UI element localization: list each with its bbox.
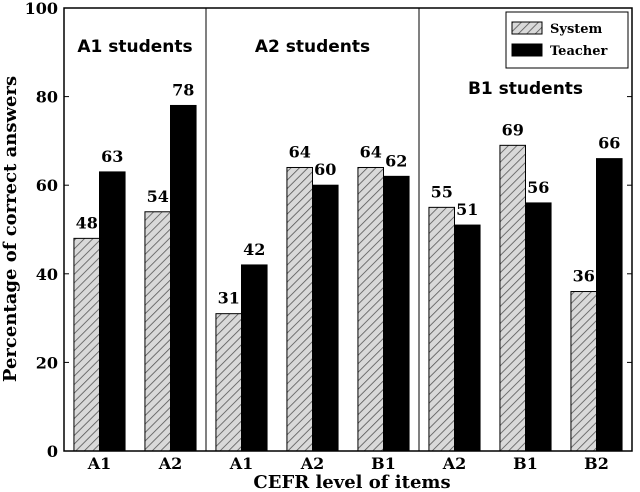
plot-area	[205, 8, 420, 451]
bar-system	[144, 211, 172, 452]
value-label: 54	[147, 187, 169, 206]
bar-system	[428, 206, 456, 452]
legend-label-teacher: Teacher	[550, 44, 608, 59]
value-label: 63	[101, 147, 123, 166]
value-label: 55	[431, 182, 453, 201]
legend-box	[505, 11, 629, 69]
legend-swatch-system	[511, 21, 543, 35]
y-tick-label: 40	[36, 265, 58, 284]
y-tick-label: 60	[36, 176, 58, 195]
axes: 0 20 40 60 80 100 A1 A2 A1 A2 B1 A2 B1 B2	[25, 0, 633, 473]
value-label: 66	[598, 134, 620, 153]
bar-teacher	[383, 175, 410, 452]
bar-teacher	[525, 202, 552, 452]
x-tick-label: B2	[584, 454, 609, 473]
x-tick-label: B1	[371, 454, 396, 473]
group-label: B1 students	[468, 79, 583, 99]
bar-system	[215, 313, 243, 452]
value-label: 64	[360, 142, 382, 161]
bar-system	[73, 237, 101, 452]
bar-teacher	[312, 184, 339, 452]
bar-teacher	[454, 224, 481, 452]
x-tick-label: A2	[442, 454, 467, 473]
plot-frame	[63, 7, 633, 452]
y-axis-label: Percentage of correct answers	[0, 76, 21, 382]
x-tick-label: A2	[300, 454, 325, 473]
bar-system	[499, 144, 527, 452]
bar-teacher	[241, 264, 268, 452]
value-label: 42	[243, 240, 265, 259]
value-label: 36	[573, 267, 595, 286]
value-label: 31	[218, 289, 240, 308]
bar-teacher	[596, 158, 623, 452]
group-label: A2 students	[255, 37, 370, 57]
y-tick-label: 0	[47, 442, 58, 461]
y-tick-label: 100	[25, 0, 58, 18]
x-tick-label: A1	[229, 454, 254, 473]
bar-system	[286, 166, 314, 452]
bar-teacher	[170, 104, 197, 452]
x-tick-label: A1	[87, 454, 112, 473]
bar-system	[357, 166, 385, 452]
group-label: A1 students	[77, 37, 192, 57]
bar-teacher	[99, 171, 126, 452]
legend: System Teacher	[505, 11, 629, 69]
value-label: 69	[502, 120, 524, 139]
bars	[73, 104, 623, 452]
value-label: 60	[314, 160, 336, 179]
value-label: 51	[456, 200, 478, 219]
x-tick-label: B1	[513, 454, 538, 473]
value-label: 64	[289, 142, 311, 161]
value-label: 56	[527, 178, 549, 197]
bar-system	[570, 291, 598, 452]
y-tick-label: 20	[36, 353, 58, 372]
legend-label-system: System	[550, 22, 603, 37]
x-tick-label: A2	[158, 454, 183, 473]
value-label: 48	[76, 213, 98, 232]
value-label: 62	[385, 151, 407, 170]
legend-swatch-teacher	[511, 43, 543, 57]
value-label: 78	[172, 80, 194, 99]
x-axis-label: CEFR level of items	[253, 472, 450, 492]
y-tick-label: 80	[36, 88, 58, 107]
